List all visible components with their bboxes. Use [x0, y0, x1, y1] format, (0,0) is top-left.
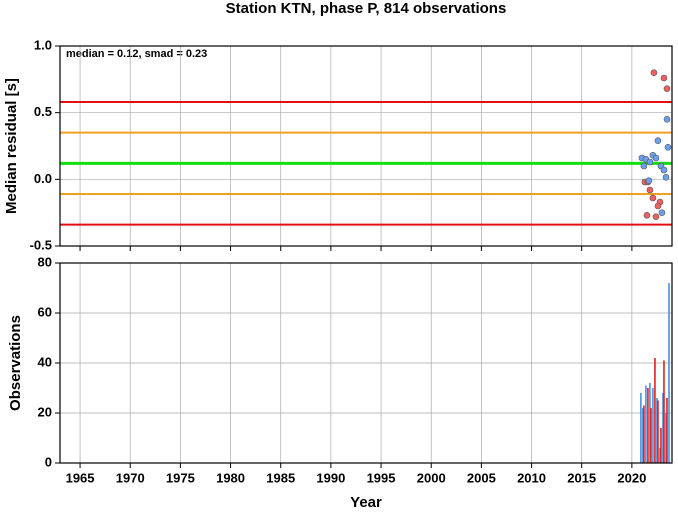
point — [664, 144, 672, 151]
bar — [640, 393, 642, 463]
point — [654, 137, 662, 144]
bar — [657, 400, 659, 463]
point — [660, 74, 668, 82]
bar — [649, 383, 651, 463]
x-tick-label: 2020 — [617, 470, 646, 485]
x-tick-label: 1980 — [216, 470, 245, 485]
x-tick-label: 2000 — [417, 470, 446, 485]
y-axis-label: Median residual [s] — [3, 78, 20, 214]
x-tick-label: 1965 — [66, 470, 95, 485]
bar — [662, 393, 664, 463]
y-tick-label: 0.0 — [34, 171, 52, 186]
bar — [660, 428, 662, 463]
bar — [654, 358, 656, 463]
bar — [642, 408, 644, 463]
plot-frame — [59, 262, 673, 464]
bar — [650, 408, 652, 463]
point — [646, 158, 654, 166]
point — [649, 194, 657, 202]
x-tick-label: 1995 — [367, 470, 396, 485]
bar — [647, 388, 649, 463]
chart-title: Station KTN, phase P, 814 observations — [226, 0, 507, 17]
bar — [666, 398, 668, 463]
bar — [645, 385, 647, 463]
bar — [665, 413, 667, 463]
y-tick-label: 20 — [38, 404, 52, 419]
point — [652, 154, 660, 162]
x-tick-label: 1985 — [266, 470, 295, 485]
x-tick-label: 1970 — [116, 470, 145, 485]
point — [646, 186, 654, 194]
y-axis-label: Observations — [7, 315, 24, 411]
point — [643, 212, 651, 219]
y-tick-label: 60 — [38, 304, 52, 319]
point — [660, 166, 668, 174]
bar — [668, 283, 670, 463]
x-tick-label: 2010 — [517, 470, 546, 485]
x-tick-label: 1975 — [166, 470, 195, 485]
point — [652, 213, 660, 220]
y-tick-label: 1.0 — [34, 37, 52, 52]
bar — [643, 405, 645, 463]
y-tick-label: -0.5 — [30, 237, 52, 252]
bar — [663, 360, 665, 463]
y-tick-label: 40 — [38, 354, 52, 369]
x-tick-label: 1990 — [316, 470, 345, 485]
point — [645, 177, 653, 184]
point — [662, 174, 670, 181]
point — [654, 202, 662, 210]
plot-frame — [59, 45, 673, 247]
point — [663, 116, 671, 123]
x-axis-label: Year — [350, 494, 382, 511]
point — [640, 162, 648, 170]
point — [658, 209, 666, 216]
bar — [652, 388, 654, 463]
x-tick-label: 2015 — [567, 470, 596, 485]
point — [663, 85, 671, 92]
annotation: median = 0.12, smad = 0.23 — [66, 48, 207, 60]
point — [650, 69, 658, 76]
bar — [656, 398, 658, 463]
x-tick-label: 2005 — [467, 470, 496, 485]
y-tick-label: 0 — [45, 454, 52, 469]
y-tick-label: 80 — [38, 254, 52, 269]
bar — [659, 448, 661, 463]
y-tick-label: 0.5 — [34, 104, 52, 119]
